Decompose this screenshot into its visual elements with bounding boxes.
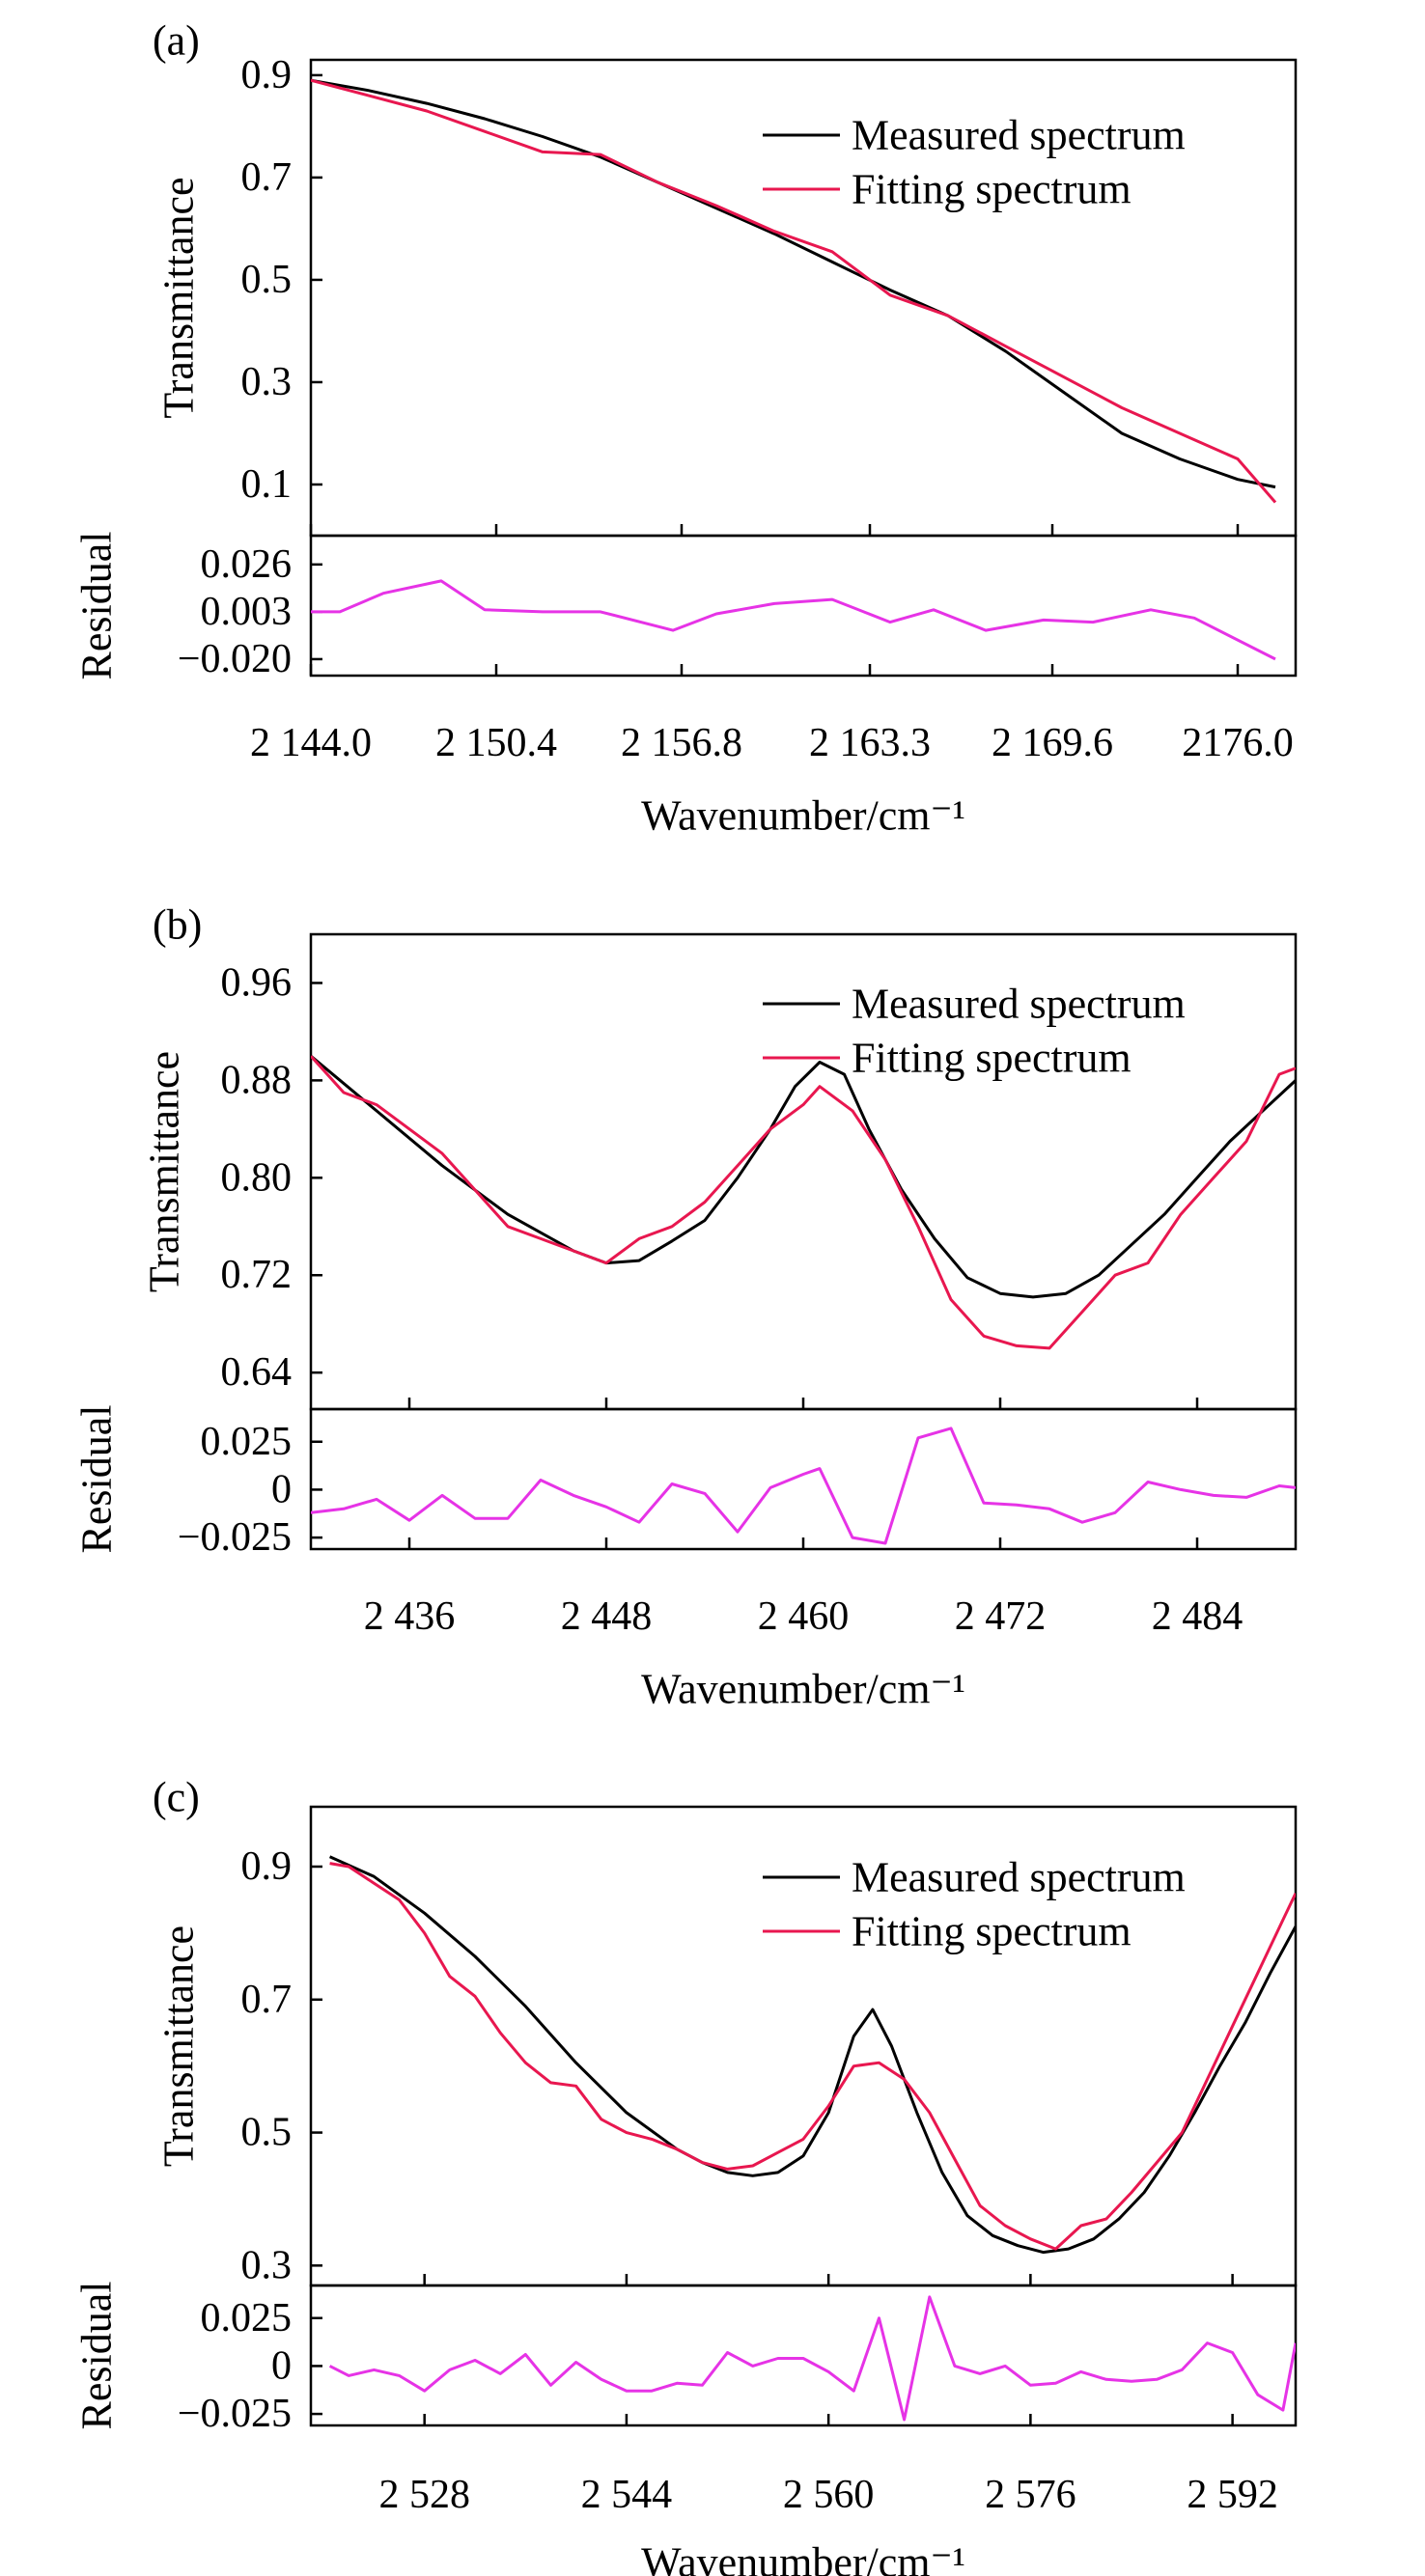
panel-label: (c) — [153, 1774, 200, 1821]
legend-measured-label: Measured spectrum — [852, 981, 1186, 1028]
y-axis-title: Transmittance — [155, 177, 203, 418]
x-tick-label: 2 156.8 — [621, 721, 742, 765]
residual-group — [311, 1426, 1296, 1545]
y-tick-label: 0.7 — [241, 155, 293, 200]
y-tick-label: 0.1 — [241, 462, 293, 507]
y-tick-label: 0.80 — [221, 1155, 293, 1200]
x-tick-label: 2 544 — [581, 2473, 673, 2517]
fitting-spectrum-line — [311, 1055, 1296, 1350]
x-tick-label: 2 460 — [758, 1594, 850, 1639]
residual-y-tick-label: 0.025 — [201, 2296, 293, 2341]
residual-y-tick-label: −0.025 — [178, 2392, 292, 2436]
y-tick-label: 0.3 — [241, 360, 293, 404]
residual-plot-frame — [309, 2284, 1298, 2427]
x-tick-label: 2 150.4 — [435, 721, 557, 765]
y-tick-label: 0.72 — [221, 1253, 293, 1297]
x-tick-label: 2 436 — [364, 1594, 456, 1639]
y-tick-label: 0.9 — [241, 1844, 293, 1889]
y-tick-label: 0.88 — [221, 1058, 293, 1102]
series-group — [311, 1055, 1296, 1350]
residual-axis-title: Residual — [73, 532, 121, 680]
residual-y-tick-label: −0.020 — [178, 637, 292, 681]
measured-spectrum-line — [311, 78, 1276, 489]
y-axis-title: Transmittance — [155, 1925, 203, 2167]
x-axis-title: Wavenumber/cm⁻¹ — [641, 2539, 965, 2576]
x-tick-label: 2 163.3 — [809, 721, 931, 765]
residual-y-tick-label: 0.003 — [201, 590, 293, 634]
series-group — [328, 1855, 1296, 2255]
panel-label: (b) — [153, 901, 202, 949]
residual-group — [328, 2295, 1296, 2422]
x-axis-title: Wavenumber/cm⁻¹ — [641, 1666, 965, 1713]
x-tick-label: 2 592 — [1187, 2473, 1278, 2517]
y-tick-label: 0.3 — [241, 2243, 293, 2287]
legend-measured-label: Measured spectrum — [852, 1854, 1186, 1901]
residual-line — [311, 579, 1276, 661]
residual-y-tick-label: 0.026 — [201, 542, 293, 587]
y-tick-label: 0.5 — [241, 2111, 293, 2155]
residual-y-tick-label: −0.025 — [178, 1515, 292, 1560]
y-tick-label: 0.96 — [221, 960, 293, 1005]
y-tick-label: 0.64 — [221, 1350, 293, 1395]
residual-y-tick-label: 0 — [271, 1467, 292, 1511]
x-tick-label: 2176.0 — [1182, 721, 1294, 765]
fitting-spectrum-line — [311, 78, 1277, 504]
residual-group — [311, 579, 1276, 661]
x-tick-label: 2 144.0 — [250, 721, 372, 765]
measured-spectrum-line — [328, 1855, 1296, 2255]
series-group — [311, 78, 1277, 504]
x-axis-title: Wavenumber/cm⁻¹ — [641, 792, 965, 840]
fitting-spectrum-line — [329, 1862, 1296, 2251]
y-axis-title: Transmittance — [141, 1051, 188, 1292]
x-tick-label: 2 528 — [378, 2473, 470, 2517]
residual-line — [311, 1426, 1296, 1545]
y-tick-label: 0.5 — [241, 258, 293, 302]
x-tick-label: 2 448 — [561, 1594, 653, 1639]
residual-axis-title: Residual — [73, 1405, 121, 1554]
y-tick-label: 0.7 — [241, 1978, 293, 2022]
y-tick-label: 0.9 — [241, 53, 293, 97]
residual-y-tick-label: 0 — [271, 2343, 292, 2388]
x-tick-label: 2 169.6 — [992, 721, 1113, 765]
legend-measured-label: Measured spectrum — [852, 112, 1186, 159]
x-tick-label: 2 472 — [955, 1594, 1047, 1639]
residual-y-tick-label: 0.025 — [201, 1420, 293, 1464]
residual-line — [328, 2295, 1296, 2422]
x-tick-label: 2 576 — [985, 2473, 1076, 2517]
residual-plot-frame — [309, 534, 1298, 678]
legend-fitting-label: Fitting spectrum — [852, 1908, 1132, 1955]
legend-fitting-label: Fitting spectrum — [852, 1035, 1132, 1082]
panel-label: (a) — [153, 17, 200, 65]
residual-plot-frame — [309, 1407, 1298, 1551]
x-tick-label: 2 560 — [783, 2473, 875, 2517]
x-tick-label: 2 484 — [1152, 1594, 1243, 1639]
residual-axis-title: Residual — [73, 2282, 121, 2430]
legend-fitting-label: Fitting spectrum — [852, 166, 1132, 213]
